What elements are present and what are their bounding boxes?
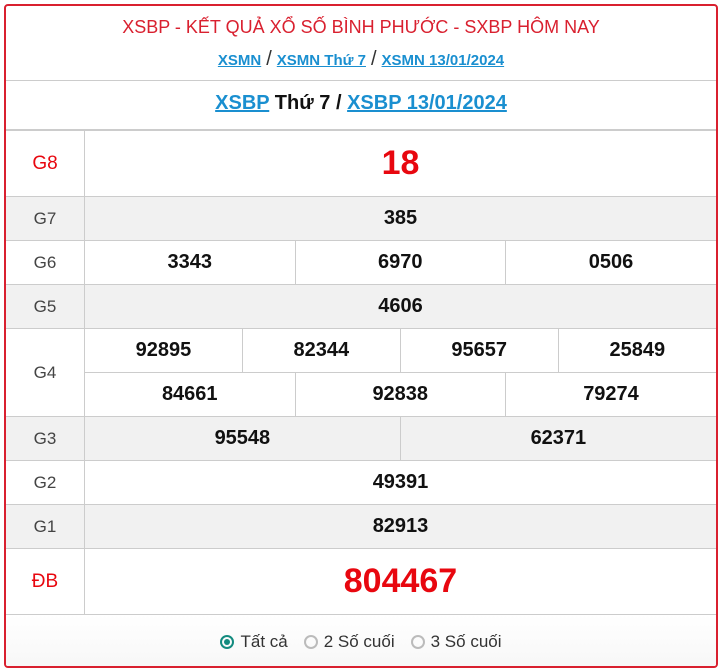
prize-label: G4 — [6, 328, 85, 417]
row-g7: G7 385 — [6, 196, 716, 241]
results-panel: XSBP - KẾT QUẢ XỔ SỐ BÌNH PHƯỚC - SXBP H… — [4, 4, 718, 668]
prize-number: 6970 — [294, 240, 506, 285]
prize-number: 95548 — [84, 416, 401, 461]
subheader: XSBP Thứ 7 / XSBP 13/01/2024 — [6, 81, 716, 130]
filter-last-3[interactable]: 3 Số cuối — [410, 632, 502, 652]
prize-label: G1 — [6, 504, 85, 549]
breadcrumb-xsmn-date[interactable]: XSMN 13/01/2024 — [381, 52, 505, 69]
row-g8: G8 18 — [6, 130, 716, 197]
prize-number: 82344 — [241, 328, 401, 373]
header: XSBP - KẾT QUẢ XỔ SỐ BÌNH PHƯỚC - SXBP H… — [6, 6, 716, 81]
prize-label: G5 — [6, 284, 85, 329]
prize-number: 79274 — [505, 372, 716, 417]
filter-all[interactable]: Tất cả — [220, 632, 288, 652]
filter-last-2[interactable]: 2 Số cuối — [303, 632, 395, 652]
prize-number: 0506 — [505, 240, 716, 285]
breadcrumb-xsmn-thu7[interactable]: XSMN Thứ 7 — [276, 52, 366, 69]
filter-label: 3 Số cuối — [430, 632, 502, 651]
xsbp-link[interactable]: XSBP — [215, 92, 270, 114]
digit-filter: Tất cả 2 Số cuối 3 Số cuối — [6, 615, 716, 666]
row-g4-b: 84661 92838 79274 — [6, 372, 716, 417]
row-g5: G5 4606 — [6, 284, 716, 329]
prize-number: 25849 — [557, 328, 716, 373]
row-g3: G3 95548 62371 — [6, 416, 716, 461]
breadcrumb-separator: / — [370, 48, 377, 70]
day-label: Thứ 7 / — [269, 92, 348, 114]
row-g4: G4 92895 82344 95657 25849 — [6, 328, 716, 417]
row-g6: G6 3343 6970 0506 — [6, 240, 716, 285]
prize-number: 3343 — [84, 240, 296, 285]
radio-icon[interactable] — [303, 635, 318, 649]
breadcrumb-separator: / — [266, 48, 272, 70]
row-g1: G1 82913 — [6, 504, 716, 549]
prize-label: G3 — [6, 416, 85, 461]
prize-number: 82913 — [84, 504, 716, 549]
radio-icon[interactable] — [410, 635, 425, 649]
prize-label: G2 — [6, 460, 85, 505]
prize-number: 385 — [84, 196, 716, 241]
prize-number: 4606 — [84, 284, 716, 329]
breadcrumb-xsmn[interactable]: XSMN — [217, 52, 262, 69]
prize-number: 92895 — [84, 328, 243, 373]
prize-number: 62371 — [399, 416, 716, 461]
prize-number: 18 — [84, 130, 716, 197]
filter-label: 2 Số cuối — [323, 632, 395, 651]
results-table: G8 18 G7 385 G6 3343 6970 0506 G5 4606 G4 92895… — [6, 130, 716, 615]
breadcrumb: XSMN / XSMN Thứ 7/XSMN 13/01/2024 — [6, 48, 716, 71]
prize-number: 92838 — [294, 372, 506, 417]
prize-label: G8 — [6, 130, 85, 197]
prize-number: 84661 — [84, 372, 296, 417]
special-prize-number: 804467 — [84, 548, 716, 615]
prize-number: 95657 — [399, 328, 559, 373]
prize-label: G6 — [6, 240, 85, 285]
xsbp-date-link[interactable]: XSBP 13/01/2024 — [347, 92, 507, 114]
prize-number: 49391 — [84, 460, 716, 505]
row-db: ĐB 804467 — [6, 548, 716, 615]
radio-checked-icon[interactable] — [220, 635, 235, 649]
page-title: XSBP - KẾT QUẢ XỔ SỐ BÌNH PHƯỚC - SXBP H… — [122, 17, 600, 37]
prize-label: G7 — [6, 196, 85, 241]
filter-label: Tất cả — [240, 632, 288, 651]
prize-label: ĐB — [6, 548, 85, 615]
row-g2: G2 49391 — [6, 460, 716, 505]
